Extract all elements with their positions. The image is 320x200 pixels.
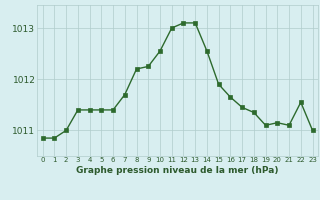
X-axis label: Graphe pression niveau de la mer (hPa): Graphe pression niveau de la mer (hPa) <box>76 166 279 175</box>
